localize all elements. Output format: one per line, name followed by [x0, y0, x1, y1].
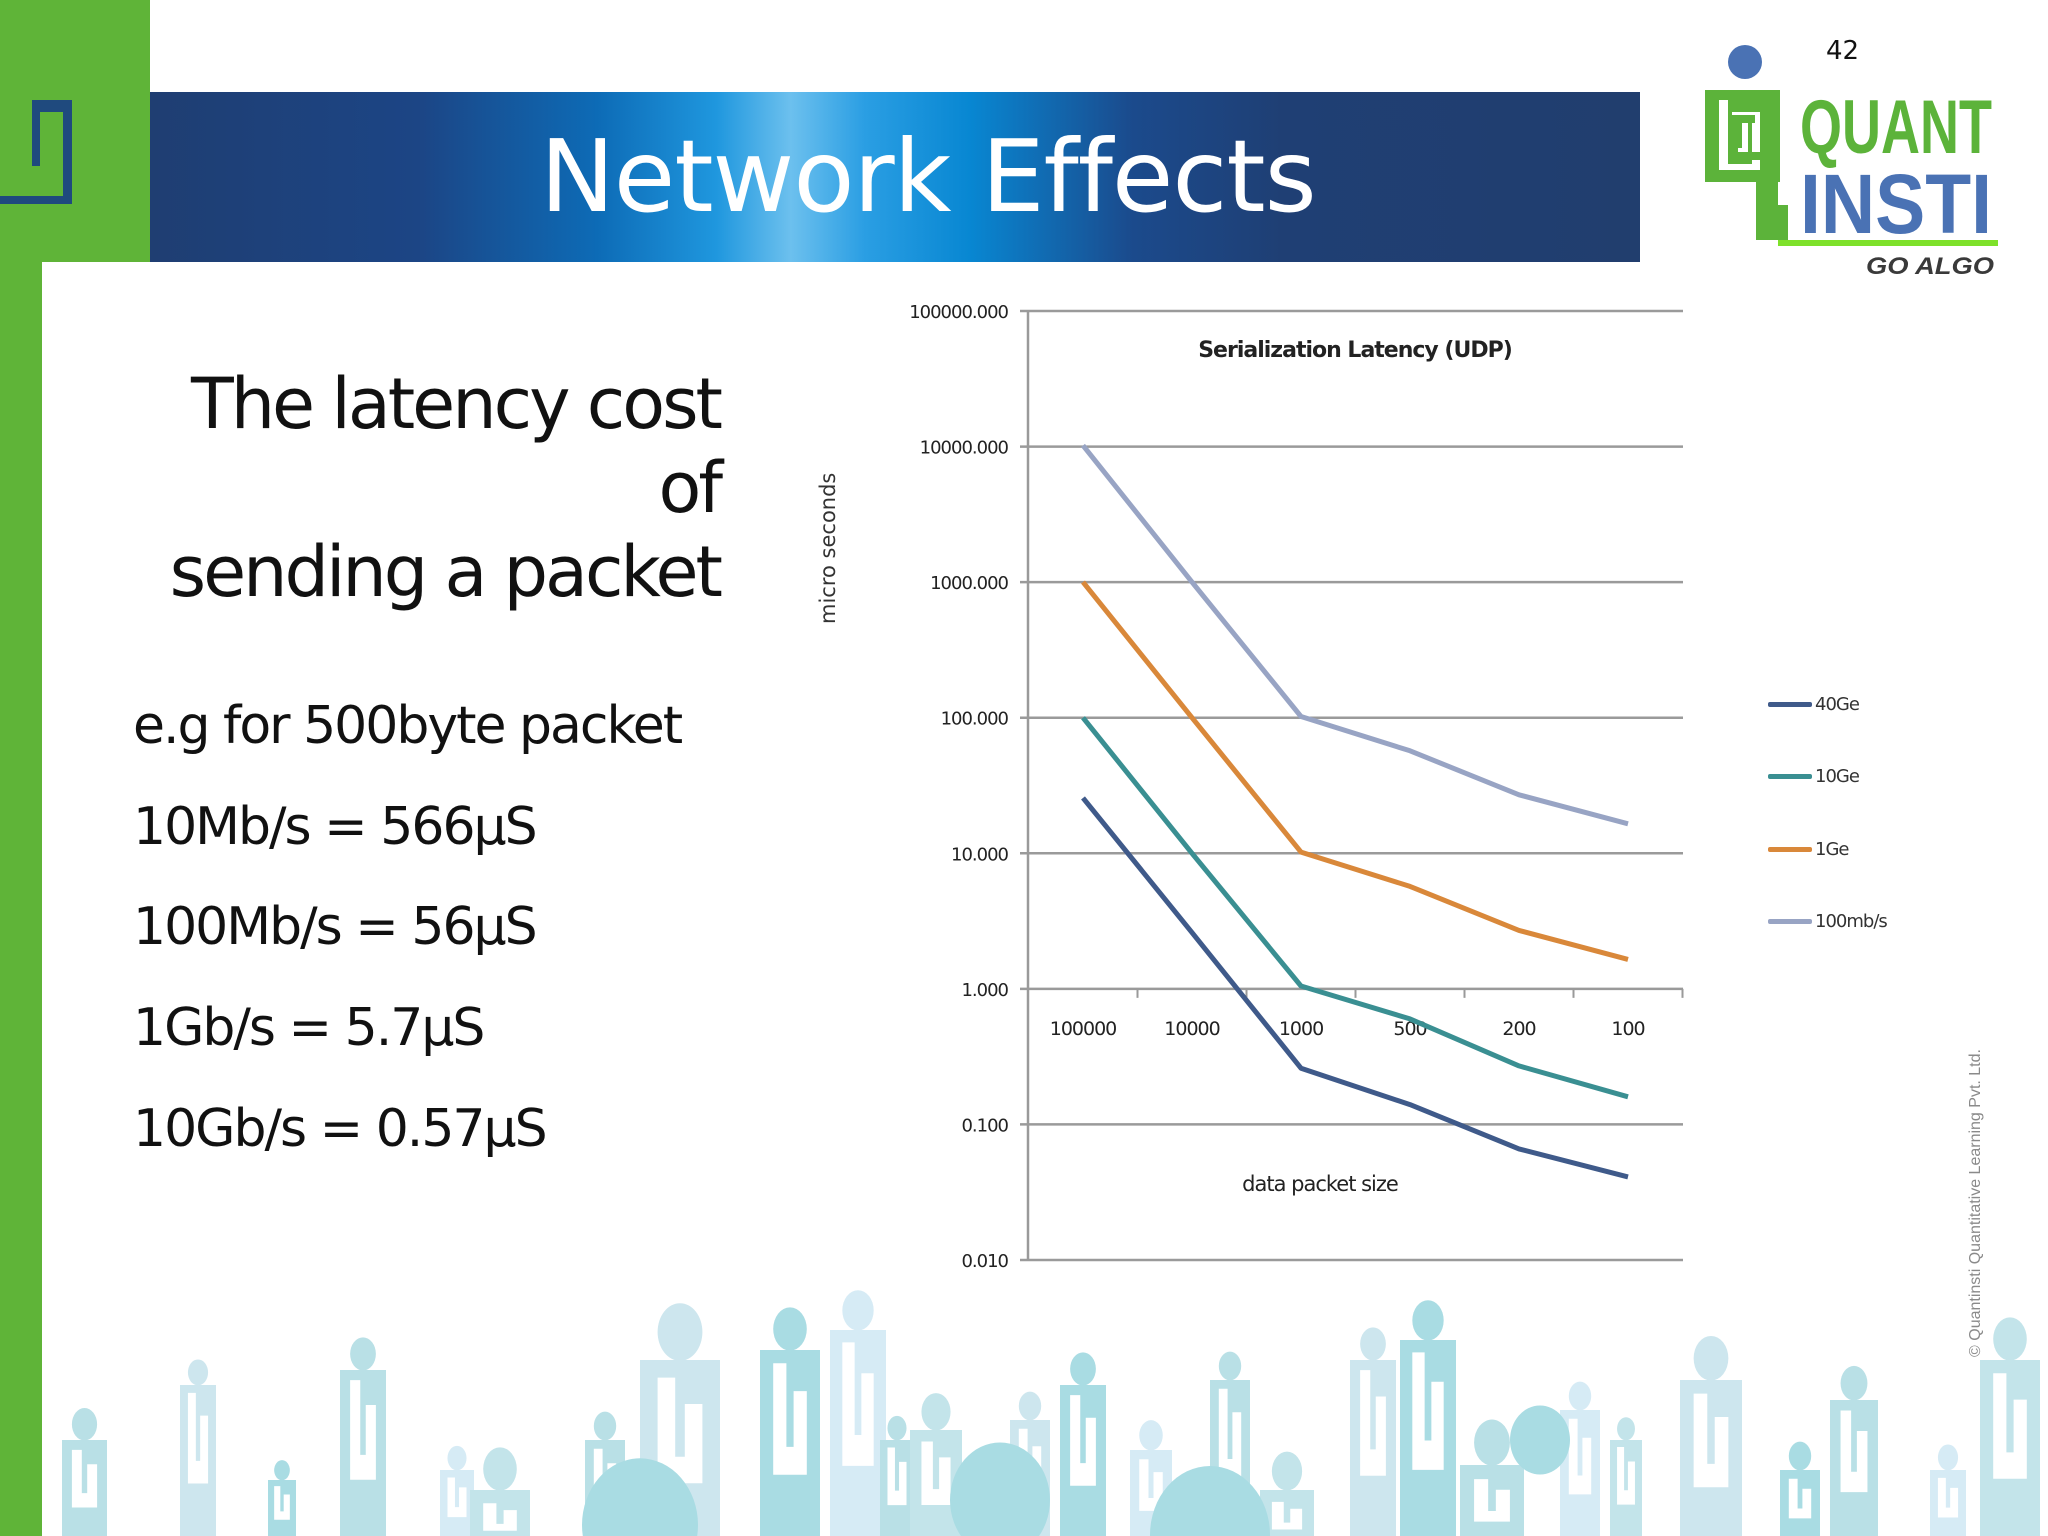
legend-swatch-icon	[1768, 701, 1812, 707]
bullet-10mbps: 10Mb/s = 566µS	[133, 797, 538, 857]
page-number: 42	[1826, 36, 1860, 66]
chart-y-axis-labels: 100000.000 10000.000 1000.000 100.000 10.000…	[909, 302, 1009, 1272]
legend-swatch-icon	[1768, 773, 1812, 779]
series-line-1ge	[1081, 580, 1629, 962]
chart-x-axis	[1136, 988, 1684, 998]
svg-text:100000.000: 100000.000	[909, 302, 1008, 323]
brand-spiral-icon	[0, 100, 72, 204]
legend-swatch-icon	[1768, 846, 1812, 852]
svg-text:200: 200	[1502, 1018, 1535, 1040]
legend-item: 100mb/s	[1768, 909, 1888, 933]
svg-text:QUANT: QUANT	[1800, 85, 1992, 170]
svg-text:10000.000: 10000.000	[920, 438, 1009, 459]
chart-series	[1081, 443, 1629, 1180]
slide-heading: The latency cost of sending a packet	[130, 362, 723, 614]
chart-x-label: data packet size	[1242, 1172, 1398, 1196]
heading-line-1: The latency cost of	[190, 363, 723, 529]
svg-text:0.100: 0.100	[961, 1115, 1008, 1136]
bullet-1gbps: 1Gb/s = 5.7µS	[133, 998, 485, 1058]
legend-label: 1Ge	[1815, 838, 1849, 860]
svg-text:1000: 1000	[1279, 1018, 1323, 1040]
legend-label: 10Ge	[1815, 765, 1860, 787]
slide-title: Network Effects	[540, 118, 1317, 235]
series-line-10ge	[1081, 716, 1629, 1100]
chart-x-axis-labels: 100000 10000 1000 500 200 100	[1050, 1018, 1646, 1040]
series-line-100mbs	[1081, 443, 1629, 827]
series-line-40ge	[1081, 796, 1629, 1180]
svg-text:1000.000: 1000.000	[930, 573, 1008, 594]
chart-y-label: micro seconds	[816, 472, 840, 624]
legend-label: 40Ge	[1815, 693, 1860, 715]
bullet-10gbps: 10Gb/s = 0.57µS	[133, 1099, 548, 1159]
chart-gridlines	[1020, 309, 1683, 1262]
svg-text:100: 100	[1611, 1018, 1644, 1040]
svg-text:GO ALGO: GO ALGO	[1866, 253, 1994, 280]
legend-swatch-icon	[1768, 918, 1812, 924]
heading-line-2: sending a packet	[169, 531, 723, 613]
brand-green-strip	[0, 262, 42, 1536]
legend-label: 100mb/s	[1815, 910, 1888, 932]
svg-text:INSTI: INSTI	[1800, 157, 1992, 251]
svg-text:10.000: 10.000	[951, 844, 1009, 865]
footer-pattern	[62, 1290, 2040, 1536]
title-banner	[150, 92, 1640, 262]
quantinsti-logo: QUANT INSTI GO ALGO	[1705, 45, 1998, 280]
svg-text:0.010: 0.010	[961, 1251, 1008, 1272]
svg-text:100000: 100000	[1050, 1018, 1117, 1040]
svg-text:10000: 10000	[1164, 1018, 1219, 1040]
svg-text:1.000: 1.000	[961, 980, 1008, 1001]
chart-title: Serialization Latency (UDP)	[1198, 338, 1512, 363]
legend-item: 10Ge	[1768, 764, 1860, 788]
brand-green-block	[0, 0, 150, 262]
bullet-example: e.g for 500byte packet	[133, 696, 683, 756]
logo-dot-icon	[1728, 45, 1762, 79]
bullet-100mbps: 100Mb/s = 56µS	[133, 897, 538, 957]
legend-item: 40Ge	[1768, 692, 1860, 716]
svg-text:100.000: 100.000	[941, 709, 1009, 730]
legend-item: 1Ge	[1768, 837, 1849, 861]
